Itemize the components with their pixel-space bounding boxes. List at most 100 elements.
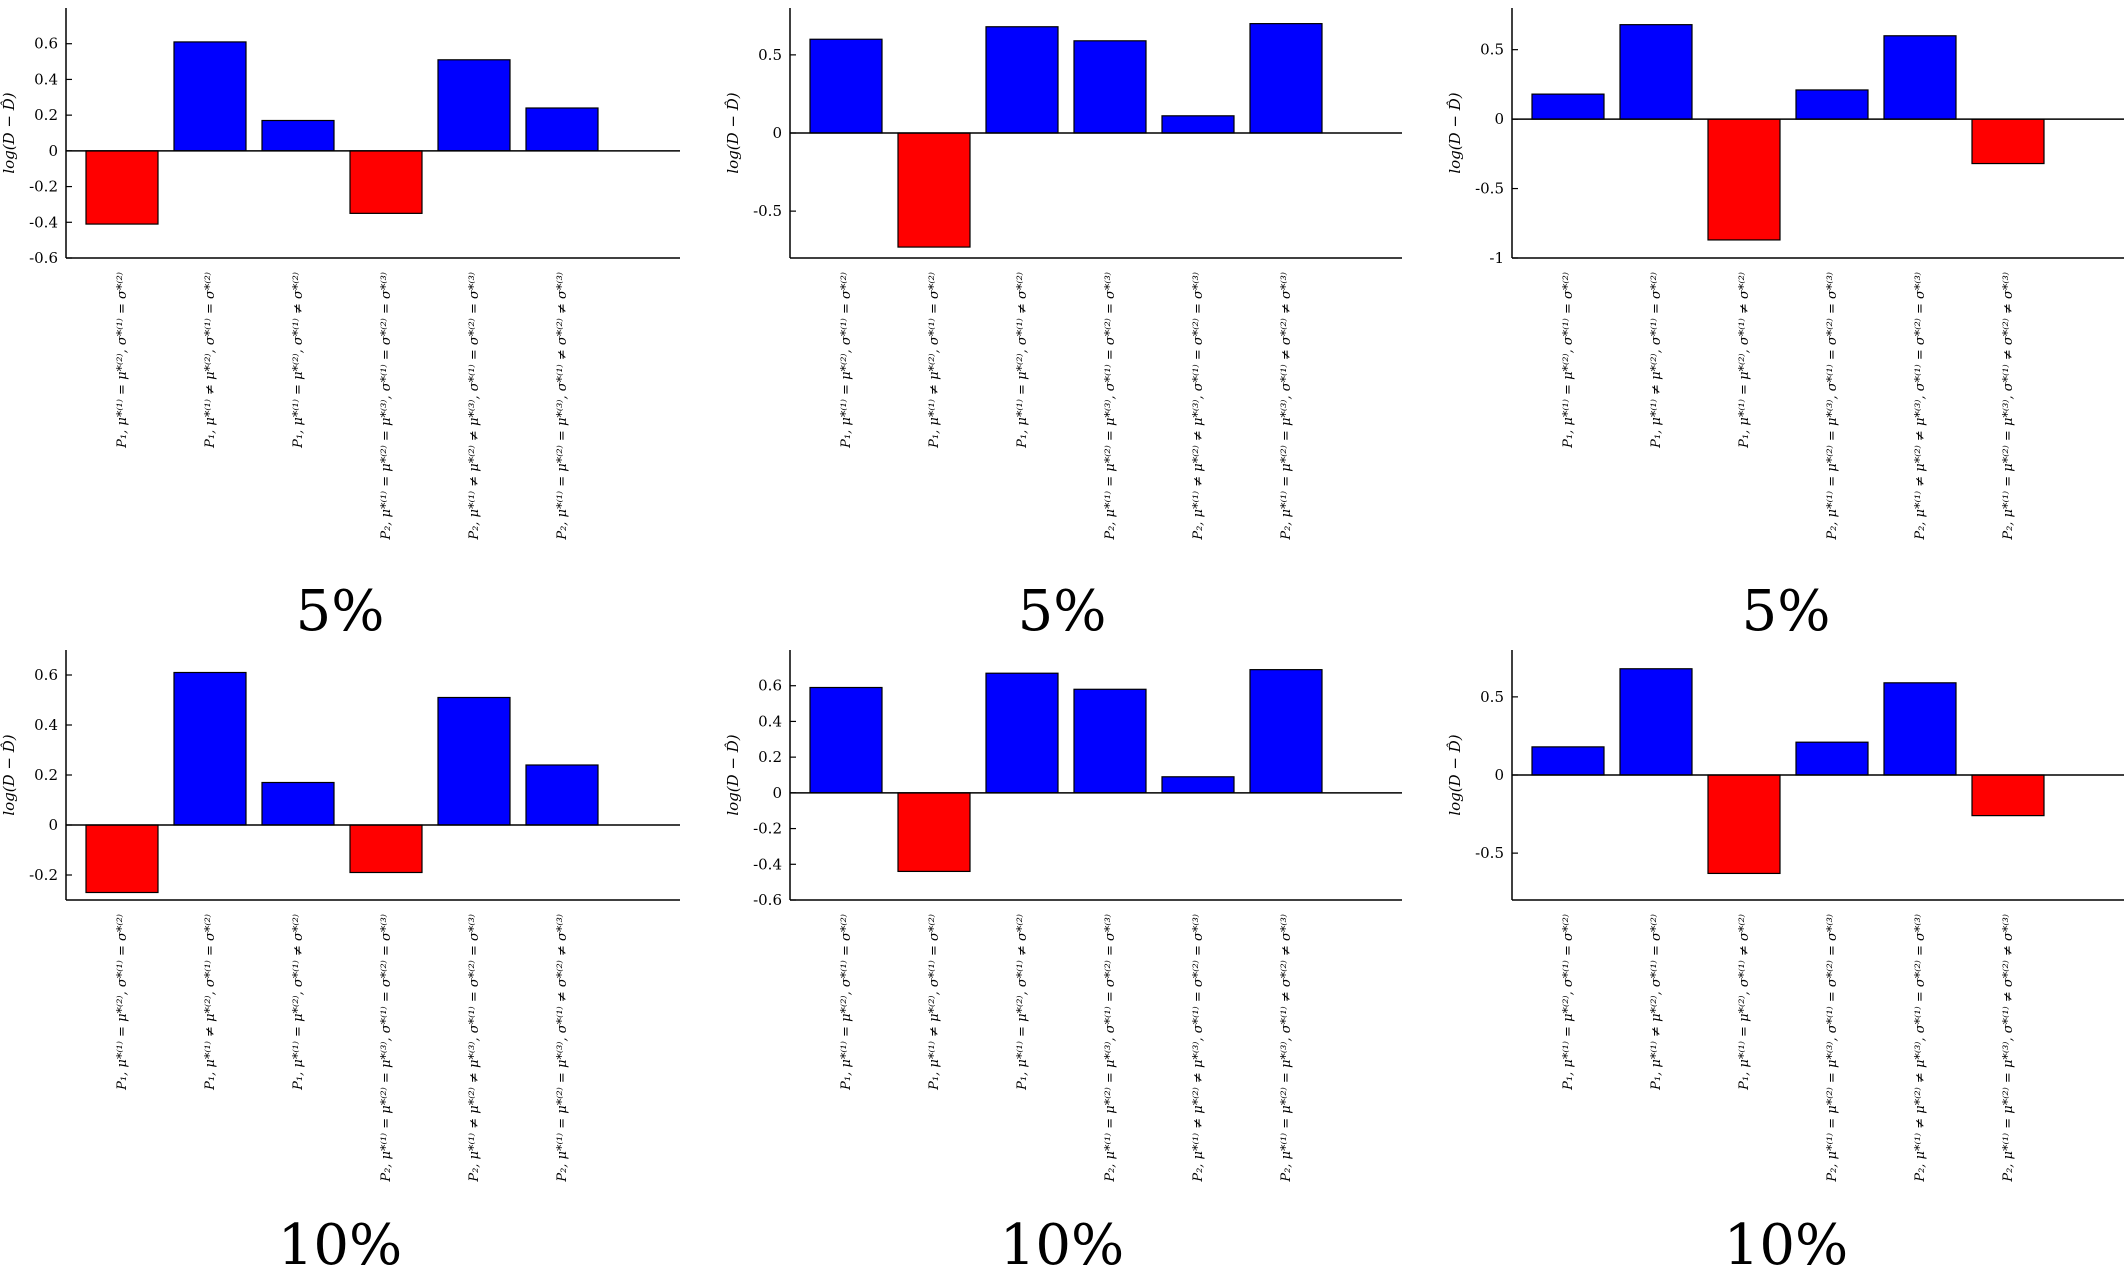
y-tick-label: -0.5 [1475, 180, 1504, 198]
y-tick-label: 0.6 [34, 666, 58, 684]
y-tick-label: 0 [1494, 766, 1504, 784]
x-tick-label: P₂, μ*⁽¹⁾ = μ*⁽²⁾ = μ*⁽³⁾, σ*⁽¹⁾ = σ*⁽²⁾… [1825, 914, 1840, 1183]
y-tick-label: 0.4 [758, 712, 782, 730]
x-tick-label: P₁, μ*⁽¹⁾ = μ*⁽²⁾, σ*⁽¹⁾ = σ*⁽²⁾ [115, 914, 130, 1091]
panel-label: 10% [1724, 1213, 1848, 1272]
x-tick-label: P₁, μ*⁽¹⁾ ≠ μ*⁽²⁾, σ*⁽¹⁾ = σ*⁽²⁾ [203, 914, 218, 1091]
x-tick-label: P₁, μ*⁽¹⁾ = μ*⁽²⁾, σ*⁽¹⁾ ≠ σ*⁽²⁾ [1015, 914, 1030, 1091]
bar [1249, 669, 1323, 794]
x-tick-label: P₂, μ*⁽¹⁾ = μ*⁽²⁾ = μ*⁽³⁾, σ*⁽¹⁾ ≠ σ*⁽²⁾… [1279, 272, 1294, 541]
y-tick-label: 0.4 [34, 716, 58, 734]
bar [1795, 89, 1869, 120]
x-tick-label: P₂, μ*⁽¹⁾ = μ*⁽²⁾ = μ*⁽³⁾, σ*⁽¹⁾ = σ*⁽²⁾… [1103, 914, 1118, 1183]
x-tick-label: P₂, μ*⁽¹⁾ ≠ μ*⁽²⁾ ≠ μ*⁽³⁾, σ*⁽¹⁾ = σ*⁽²⁾… [467, 272, 482, 541]
bar [1971, 774, 2045, 817]
panel-label: 5% [1018, 579, 1107, 644]
bar [85, 824, 159, 894]
bar [173, 41, 247, 152]
y-tick-label: -1 [1489, 249, 1504, 267]
bar [1531, 746, 1605, 776]
x-tick-label: P₁, μ*⁽¹⁾ = μ*⁽²⁾, σ*⁽¹⁾ = σ*⁽²⁾ [1561, 272, 1576, 449]
bar [985, 672, 1059, 794]
x-tick-label: P₁, μ*⁽¹⁾ = μ*⁽²⁾, σ*⁽¹⁾ = σ*⁽²⁾ [839, 272, 854, 449]
bar [1073, 688, 1147, 794]
x-tick-label: P₂, μ*⁽¹⁾ ≠ μ*⁽²⁾ ≠ μ*⁽³⁾, σ*⁽¹⁾ = σ*⁽²⁾… [1191, 272, 1206, 541]
x-tick-label: P₁, μ*⁽¹⁾ = μ*⁽²⁾, σ*⁽¹⁾ ≠ σ*⁽²⁾ [1737, 272, 1752, 449]
bar [1161, 115, 1235, 134]
bar [1883, 682, 1957, 776]
bar [809, 686, 883, 794]
bar [261, 781, 335, 826]
y-tick-label: 0.6 [758, 677, 782, 695]
x-tick-label: P₂, μ*⁽¹⁾ = μ*⁽²⁾ = μ*⁽³⁾, σ*⁽¹⁾ = σ*⁽²⁾… [379, 272, 394, 541]
y-axis-label: log(D − D̂) [724, 734, 742, 815]
panel-label: 10% [278, 1213, 402, 1272]
x-tick-label: P₂, μ*⁽¹⁾ ≠ μ*⁽²⁾ ≠ μ*⁽³⁾, σ*⁽¹⁾ = σ*⁽²⁾… [467, 914, 482, 1183]
x-tick-label: P₂, μ*⁽¹⁾ ≠ μ*⁽²⁾ ≠ μ*⁽³⁾, σ*⁽¹⁾ = σ*⁽²⁾… [1913, 914, 1928, 1183]
y-tick-label: -0.4 [753, 855, 782, 873]
y-axis-label: log(D − D̂) [724, 92, 742, 173]
bar [809, 38, 883, 134]
bar [1707, 118, 1781, 241]
x-tick-label: P₂, μ*⁽¹⁾ ≠ μ*⁽²⁾ ≠ μ*⁽³⁾, σ*⁽¹⁾ = σ*⁽²⁾… [1913, 272, 1928, 541]
x-tick-label: P₁, μ*⁽¹⁾ = μ*⁽²⁾, σ*⁽¹⁾ = σ*⁽²⁾ [1561, 914, 1576, 1091]
x-tick-label: P₂, μ*⁽¹⁾ = μ*⁽²⁾ = μ*⁽³⁾, σ*⁽¹⁾ = σ*⁽²⁾… [379, 914, 394, 1183]
x-tick-label: P₁, μ*⁽¹⁾ ≠ μ*⁽²⁾, σ*⁽¹⁾ = σ*⁽²⁾ [1649, 914, 1664, 1091]
bar [1619, 668, 1693, 776]
bar [525, 764, 599, 826]
bar [261, 119, 335, 152]
y-tick-label: 0.2 [34, 766, 58, 784]
x-tick-label: P₂, μ*⁽¹⁾ = μ*⁽²⁾ = μ*⁽³⁾, σ*⁽¹⁾ = σ*⁽²⁾… [1103, 272, 1118, 541]
x-tick-label: P₁, μ*⁽¹⁾ ≠ μ*⁽²⁾, σ*⁽¹⁾ = σ*⁽²⁾ [1649, 272, 1664, 449]
x-tick-label: P₂, μ*⁽¹⁾ ≠ μ*⁽²⁾ ≠ μ*⁽³⁾, σ*⁽¹⁾ = σ*⁽²⁾… [1191, 914, 1206, 1183]
y-tick-label: 0.2 [34, 106, 58, 124]
y-tick-label: -0.4 [29, 213, 58, 231]
x-tick-label: P₁, μ*⁽¹⁾ = μ*⁽²⁾, σ*⁽¹⁾ = σ*⁽²⁾ [839, 914, 854, 1091]
y-tick-label: 0.5 [1480, 688, 1504, 706]
bar [897, 792, 971, 873]
bar [349, 150, 423, 214]
chart-panel-5: -0.6 -0.4 -0.2 0 0.2 0.4 0.6 log(D − D̂) P₁, μ*⁽… [724, 650, 1402, 1272]
chart-panel-4: -0.2 0 0.2 0.4 0.6 log(D − D̂) P₁, μ*⁽¹⁾ = μ*⁽… [0, 650, 680, 1272]
x-tick-label: P₁, μ*⁽¹⁾ ≠ μ*⁽²⁾, σ*⁽¹⁾ = σ*⁽²⁾ [927, 914, 942, 1091]
bar [1971, 118, 2045, 165]
y-tick-label: 0 [48, 816, 58, 834]
x-tick-label: P₂, μ*⁽¹⁾ = μ*⁽²⁾ = μ*⁽³⁾, σ*⁽¹⁾ ≠ σ*⁽²⁾… [555, 914, 570, 1183]
x-tick-label: P₂, μ*⁽¹⁾ = μ*⁽²⁾ = μ*⁽³⁾, σ*⁽¹⁾ ≠ σ*⁽²⁾… [2001, 272, 2016, 541]
x-tick-label: P₁, μ*⁽¹⁾ = μ*⁽²⁾, σ*⁽¹⁾ = σ*⁽²⁾ [115, 272, 130, 449]
bar [1073, 40, 1147, 134]
bar [985, 26, 1059, 134]
panel-label: 10% [1000, 1213, 1124, 1272]
bar [349, 824, 423, 874]
x-tick-label: P₁, μ*⁽¹⁾ = μ*⁽²⁾, σ*⁽¹⁾ ≠ σ*⁽²⁾ [291, 272, 306, 449]
bar [1249, 23, 1323, 134]
y-axis-label: log(D − D̂) [1446, 92, 1464, 173]
x-tick-label: P₂, μ*⁽¹⁾ = μ*⁽²⁾ = μ*⁽³⁾, σ*⁽¹⁾ ≠ σ*⁽²⁾… [555, 272, 570, 541]
x-tick-label: P₁, μ*⁽¹⁾ = μ*⁽²⁾, σ*⁽¹⁾ ≠ σ*⁽²⁾ [1015, 272, 1030, 449]
bar [897, 132, 971, 248]
bar [1707, 774, 1781, 875]
y-tick-label: -0.6 [29, 249, 58, 267]
y-tick-label: 0.2 [758, 748, 782, 766]
y-tick-label: 0 [772, 124, 782, 142]
y-tick-label: -0.2 [753, 820, 782, 838]
y-axis-label: log(D − D̂) [1446, 734, 1464, 815]
x-tick-label: P₂, μ*⁽¹⁾ = μ*⁽²⁾ = μ*⁽³⁾, σ*⁽¹⁾ ≠ σ*⁽²⁾… [1279, 914, 1294, 1183]
x-tick-label: P₁, μ*⁽¹⁾ ≠ μ*⁽²⁾, σ*⁽¹⁾ = σ*⁽²⁾ [927, 272, 942, 449]
x-tick-label: P₁, μ*⁽¹⁾ ≠ μ*⁽²⁾, σ*⁽¹⁾ = σ*⁽²⁾ [203, 272, 218, 449]
x-tick-label: P₁, μ*⁽¹⁾ = μ*⁽²⁾, σ*⁽¹⁾ ≠ σ*⁽²⁾ [1737, 914, 1752, 1091]
bar [173, 671, 247, 826]
chart-panel-2: -0.5 0 0.5 log(D − D̂) P₁, μ*⁽¹⁾ = μ*⁽²⁾, σ*… [724, 8, 1402, 644]
x-tick-label: P₁, μ*⁽¹⁾ = μ*⁽²⁾, σ*⁽¹⁾ ≠ σ*⁽²⁾ [291, 914, 306, 1091]
bar [1161, 776, 1235, 794]
chart-panel-3: -1 -0.5 0 0.5 log(D − D̂) P₁, μ*⁽¹⁾ = μ*⁽²⁾, … [1446, 8, 2124, 644]
y-tick-label: 0.6 [34, 35, 58, 53]
y-tick-label: -0.2 [29, 866, 58, 884]
y-axis-label: log(D − D̂) [0, 734, 18, 815]
y-tick-label: -0.2 [29, 178, 58, 196]
x-tick-label: P₂, μ*⁽¹⁾ = μ*⁽²⁾ = μ*⁽³⁾, σ*⁽¹⁾ = σ*⁽²⁾… [1825, 272, 1840, 541]
y-tick-label: -0.6 [753, 891, 782, 909]
bar [1531, 93, 1605, 120]
bar [525, 107, 599, 152]
